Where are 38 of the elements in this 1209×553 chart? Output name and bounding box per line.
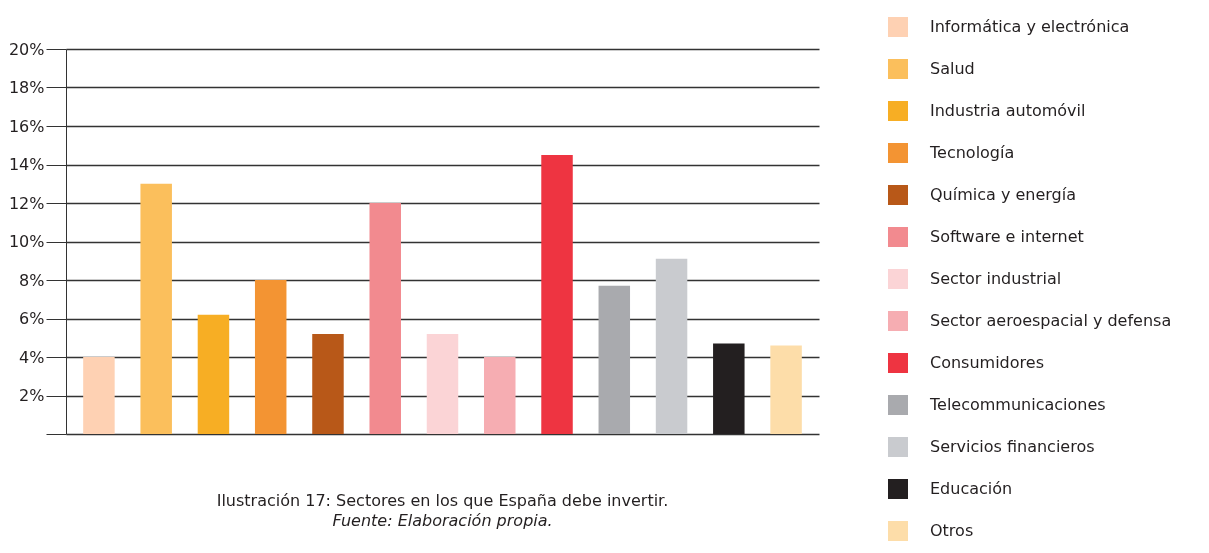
bar bbox=[598, 285, 631, 434]
legend-label: Educación bbox=[930, 479, 1013, 498]
y-tick-label: 16% bbox=[8, 116, 45, 136]
bar bbox=[83, 357, 115, 434]
bar bbox=[369, 203, 401, 434]
bar bbox=[426, 333, 459, 434]
y-tick-label: 18% bbox=[8, 78, 45, 97]
bar bbox=[655, 258, 688, 434]
y-tick-label: 2% bbox=[19, 386, 45, 405]
bar bbox=[254, 280, 287, 434]
legend-label: Salud bbox=[930, 59, 975, 78]
bar bbox=[541, 154, 573, 434]
bar bbox=[197, 314, 230, 434]
y-tick-label: 6% bbox=[19, 309, 45, 328]
y-tick-label: 10% bbox=[8, 232, 45, 251]
y-tick-label: 8% bbox=[19, 270, 45, 290]
legend-label: Telecommunicaciones bbox=[929, 395, 1106, 414]
y-tick-label: 20% bbox=[8, 39, 45, 59]
bar bbox=[140, 183, 172, 434]
source-note: Fuente: Elaboración propia. bbox=[332, 511, 553, 530]
bar bbox=[713, 343, 745, 434]
y-tick-label: 4% bbox=[19, 347, 45, 367]
text: Ilustración 17: Sectores en los que España debe invertir. bbox=[216, 491, 669, 510]
legend-label: Sector aeroespacial y defensa bbox=[930, 311, 1172, 330]
legend-label: Sector industrial bbox=[930, 269, 1062, 288]
y-tick-label: 14% bbox=[8, 155, 45, 174]
legend-label: Servicios financieros bbox=[930, 437, 1095, 456]
legend-label: Industria automóvil bbox=[930, 101, 1086, 120]
legend-label: Otros bbox=[930, 521, 974, 540]
bar bbox=[484, 357, 516, 434]
legend-label: Software e internet bbox=[930, 227, 1084, 246]
y-tick-label: 12% bbox=[8, 193, 45, 213]
legend-label: Química y energía bbox=[930, 185, 1076, 204]
bar bbox=[312, 333, 344, 434]
legend-label: Tecnología bbox=[929, 143, 1015, 162]
legend-label: Informática y electrónica bbox=[930, 17, 1130, 36]
bar bbox=[770, 345, 802, 434]
legend-label: Consumidores bbox=[930, 353, 1044, 372]
